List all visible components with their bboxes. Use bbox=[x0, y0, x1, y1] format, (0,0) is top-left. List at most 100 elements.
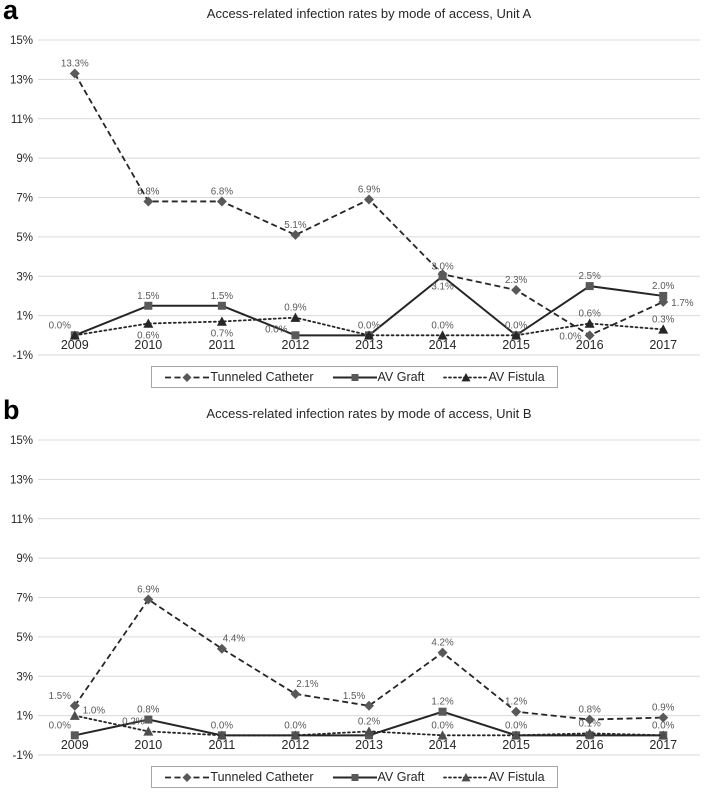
data-point-label: 0.0% bbox=[358, 320, 381, 331]
legend-label: Tunneled Catheter bbox=[210, 370, 314, 384]
data-point-label: 0.0% bbox=[431, 720, 454, 731]
legend-item-tunneled-catheter: Tunneled Catheter bbox=[164, 770, 314, 784]
y-tick-label: 13% bbox=[10, 474, 33, 486]
y-tick-label: 7% bbox=[16, 193, 33, 205]
chart-title-b: Access-related infection rates by mode o… bbox=[206, 406, 532, 421]
x-tick-label: 2015 bbox=[502, 338, 530, 352]
x-tick-label: 2017 bbox=[649, 338, 677, 352]
y-tick-label: -1% bbox=[13, 350, 33, 360]
y-axis-tick-labels: 15% 13% 11% 9% 7% 5% 3% 1% -1% bbox=[10, 35, 33, 360]
data-point-label: 0.0% bbox=[211, 720, 234, 731]
legend-marker-av-fistula-icon bbox=[442, 370, 489, 384]
data-point-label: 4.4% bbox=[223, 634, 246, 645]
legend-swatch-svg bbox=[165, 773, 210, 782]
legend-swatch-svg bbox=[332, 374, 377, 381]
data-point-marker bbox=[584, 330, 595, 341]
data-point-marker bbox=[290, 730, 301, 740]
y-tick-label: 15% bbox=[10, 435, 33, 447]
legend-marker-av-graft-icon bbox=[332, 770, 378, 784]
data-point-marker bbox=[658, 324, 669, 334]
series-line bbox=[74, 598, 664, 721]
data-point-label: 5.1% bbox=[284, 220, 307, 231]
x-tick-label: 2014 bbox=[429, 338, 457, 352]
data-point-label: 1.2% bbox=[505, 697, 528, 708]
legend-box: Tunneled Catheter AV Graft AV Fistula bbox=[151, 366, 558, 388]
legend-marker-av-fistula-icon bbox=[442, 770, 489, 784]
data-labels-av-graft: 0.0% 0.8% 0.0% 0.0% 1.2% 0.0% bbox=[49, 697, 528, 732]
data-point-marker bbox=[144, 301, 153, 310]
data-point-marker bbox=[182, 773, 192, 782]
data-point-marker bbox=[658, 712, 669, 723]
legend-swatch-svg bbox=[442, 373, 489, 382]
data-point-label: 6.8% bbox=[211, 186, 234, 197]
data-point-label: 1.7% bbox=[671, 298, 694, 309]
legend-label: AV Fistula bbox=[488, 370, 545, 384]
legend-item-av-graft: AV Graft bbox=[332, 370, 425, 384]
data-point-marker bbox=[658, 730, 669, 740]
y-tick-label: 1% bbox=[16, 311, 33, 323]
data-labels-av-fistula: 1.0% 0.2% 0.2% 0.0% 0.1% 0.0% bbox=[83, 706, 675, 732]
legend-swatch-svg bbox=[442, 773, 489, 782]
data-labels-tunneled-catheter: 13.3% 6.8% 6.8% 5.1% 6.9% 3.1% 2.3% 0.0% 1.7% bbox=[61, 58, 694, 342]
panel-a: a Access-related infection rates by mode… bbox=[3, 0, 700, 388]
legend-item-av-fistula: AV Fistula bbox=[442, 770, 545, 784]
data-point-marker bbox=[438, 707, 447, 716]
x-tick-label: 2012 bbox=[282, 738, 310, 752]
y-tick-label: 15% bbox=[10, 35, 33, 47]
data-point-marker bbox=[584, 728, 595, 738]
y-tick-label: 11% bbox=[11, 114, 33, 126]
y-tick-label: 1% bbox=[16, 711, 33, 723]
data-point-label: 0.2% bbox=[122, 716, 145, 727]
data-point-marker bbox=[216, 316, 227, 326]
data-point-marker bbox=[143, 318, 154, 328]
data-point-label: 0.2% bbox=[358, 716, 381, 727]
x-tick-label: 2011 bbox=[208, 738, 235, 752]
data-point-marker bbox=[351, 374, 358, 381]
data-point-marker bbox=[437, 647, 448, 658]
data-point-label: 0.3% bbox=[652, 314, 675, 325]
x-tick-label: 2016 bbox=[576, 338, 604, 352]
data-point-label: 4.2% bbox=[431, 638, 454, 649]
data-point-marker bbox=[351, 774, 358, 781]
legend-b: Tunneled Catheter AV Graft AV Fistula bbox=[0, 766, 709, 788]
x-axis-tick-labels: 2009 2010 2011 2012 2013 2014 2015 2016 2017 bbox=[61, 338, 677, 352]
data-labels-av-graft: 0.0% 1.5% 1.5% 0.0% 0.0% 3.0% 0.0% 2.5% 2.0% bbox=[49, 261, 675, 335]
legend-swatch-svg bbox=[332, 774, 377, 781]
x-tick-label: 2017 bbox=[649, 738, 677, 752]
y-tick-label: 5% bbox=[16, 232, 33, 244]
y-tick-label: 11% bbox=[11, 514, 33, 526]
data-point-label: 0.0% bbox=[431, 320, 454, 331]
data-point-marker bbox=[69, 68, 80, 79]
data-point-marker bbox=[143, 196, 154, 207]
data-point-label: 0.7% bbox=[211, 329, 234, 340]
chart-plot-a: 15%13%11%9%7%5%3%1%-1%2009 2010 2011 2012 20… bbox=[10, 35, 700, 360]
data-point-marker bbox=[143, 594, 154, 605]
data-point-label: 1.5% bbox=[49, 691, 72, 702]
data-point-marker bbox=[511, 706, 522, 717]
data-point-label: 2.5% bbox=[578, 271, 601, 282]
x-tick-label: 2013 bbox=[355, 738, 383, 752]
data-labels-av-fistula: 0.6% 0.7% 0.9% 0.0% 0.6% 0.3% bbox=[137, 303, 675, 342]
data-point-marker bbox=[217, 301, 226, 310]
data-point-label: 0.0% bbox=[49, 720, 72, 731]
data-point-marker bbox=[70, 731, 79, 740]
data-point-marker bbox=[438, 272, 447, 281]
data-point-label: 0.0% bbox=[505, 720, 528, 731]
legend-item-tunneled-catheter: Tunneled Catheter bbox=[164, 370, 314, 384]
data-point-label: 2.1% bbox=[296, 679, 319, 690]
data-point-marker bbox=[216, 730, 227, 740]
series-av-fistula bbox=[69, 710, 669, 740]
data-point-marker bbox=[143, 726, 154, 736]
legend-item-av-graft: AV Graft bbox=[332, 770, 425, 784]
x-tick-label: 2013 bbox=[355, 338, 383, 352]
data-point-marker bbox=[511, 730, 522, 740]
data-point-marker bbox=[584, 318, 595, 328]
data-point-marker bbox=[216, 643, 227, 654]
y-tick-label: 5% bbox=[16, 632, 33, 644]
y-tick-label: 3% bbox=[16, 271, 33, 283]
data-point-marker bbox=[291, 331, 300, 340]
data-point-label: 0.0% bbox=[265, 324, 288, 335]
legend-label: AV Fistula bbox=[488, 770, 545, 784]
y-tick-label: 7% bbox=[16, 593, 33, 605]
